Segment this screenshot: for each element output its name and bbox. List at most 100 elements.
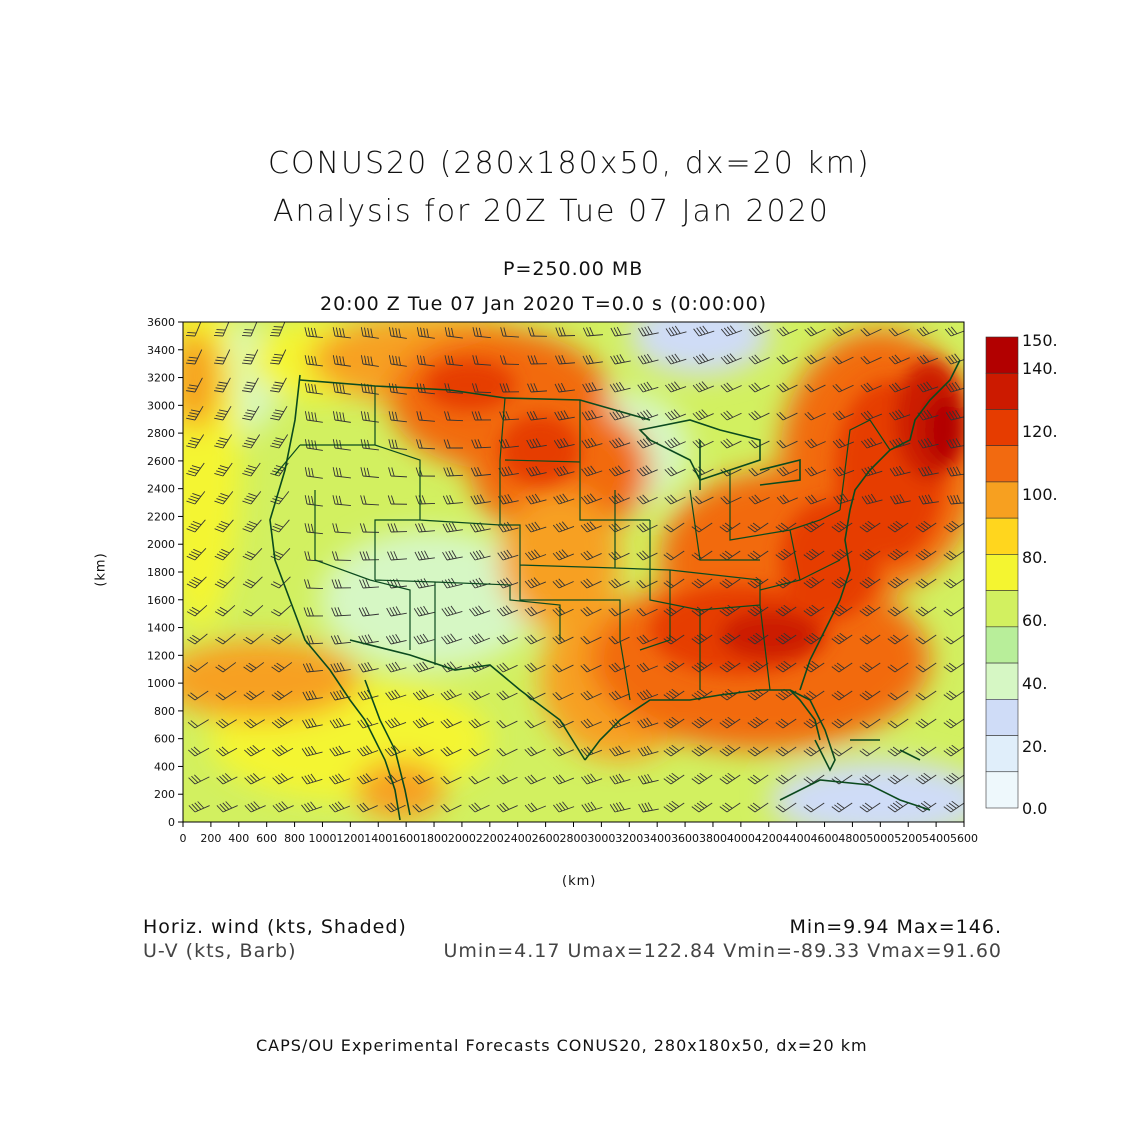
wind-barb [580,635,602,645]
mexico-border [349,639,586,761]
colorbar-label: 150. [1022,331,1058,350]
wind-barb [302,662,323,673]
x-tick-label: 1400 [364,832,392,845]
wind-barb [330,634,351,645]
wind-barb [776,411,798,421]
colorbar-swatch [985,662,1019,700]
wind-barb [358,606,379,617]
wind-barb [918,466,939,477]
wind-barb [442,550,463,561]
wind-barb [216,801,238,813]
wind-barb [915,606,937,617]
wind-barb [332,327,351,339]
wind-barb [915,520,937,533]
colorbar-swatch [985,554,1019,591]
wind-barb [581,437,603,449]
y-tick-label: 600 [154,733,175,746]
wind-barb [775,718,797,729]
wind-barb [691,660,713,673]
wind-barb [887,606,909,617]
wind-barb [301,745,323,757]
wind-barb [608,578,630,589]
wind-barb [442,522,463,533]
wind-barb [242,576,263,589]
wind-barb [360,467,379,478]
wind-barb [580,578,602,589]
y-tick-label: 2400 [147,483,175,496]
wind-barb [748,410,770,421]
wind-barb [215,633,236,645]
wind-barb [215,690,237,701]
wind-barb [328,801,351,813]
wind-barb [747,660,769,673]
x-tick-label: 4200 [755,832,783,845]
x-tick-label: 5400 [922,832,950,845]
wind-barb [553,465,575,477]
wind-barb [468,718,490,729]
wind-barb [665,353,687,365]
y-axis: 0 200 400 600 800 1000 1200 1400 1600 1800 2000 220… [147,316,183,829]
wind-barb [413,605,435,617]
wind-barb [637,353,659,365]
y-tick-label: 3200 [147,372,175,385]
wind-barb [186,462,205,477]
wind-barb [775,632,797,645]
wind-barb [388,411,407,423]
x-tick-label: 3400 [643,832,671,845]
wind-barb [388,439,407,450]
wind-barb [580,521,602,533]
wind-barb [636,662,658,673]
wind-barb [831,520,853,533]
wind-barb [331,579,352,589]
x-tick-label: 3000 [587,832,615,845]
wind-barb [692,495,714,505]
wind-barb [188,801,210,813]
wind-barb [748,382,770,393]
wind-barb [832,326,854,337]
wind-barb [524,662,546,673]
wind-barb [747,746,769,757]
wind-barb [357,662,379,673]
wind-barb [775,802,797,813]
wind-barb [748,467,770,477]
wind-barb [663,522,685,533]
wind-barb [270,604,292,617]
wind-barb [582,327,603,337]
wind-barb [691,772,713,785]
x-tick-label: 2600 [532,832,560,845]
wind-barb [720,353,742,365]
wind-barb [831,718,853,729]
wind-barb [468,690,490,701]
wind-barb [719,716,741,729]
wind-barb [272,801,294,813]
wind-barb [691,550,713,561]
wind-barb [943,520,964,533]
colorbar-label: 80. [1022,548,1047,567]
y-tick-label: 1000 [147,677,175,690]
wind-barb [386,606,407,617]
wind-barb [525,493,547,505]
wind-barb [917,381,939,393]
wind-barb [888,327,910,337]
y-tick-label: 200 [154,788,175,801]
wind-barb [360,411,379,423]
wind-barb [356,773,378,785]
wind-barb [691,716,713,729]
wind-barb [555,327,576,337]
wind-barb [553,493,575,505]
wind-barb [244,773,266,785]
x-tick-label: 4400 [783,832,811,845]
wind-barb [552,691,574,701]
wind-barb [804,354,826,365]
wind-barb [804,326,826,337]
wind-barb [719,578,741,589]
wind-barb [496,719,518,729]
wind-barb [608,635,630,645]
wind-barb [943,744,964,757]
wind-barb [719,522,741,533]
wind-barb [859,576,881,589]
wind-barb [887,800,909,813]
wind-barb [331,551,352,561]
x-tick-label: 0 [180,832,187,845]
